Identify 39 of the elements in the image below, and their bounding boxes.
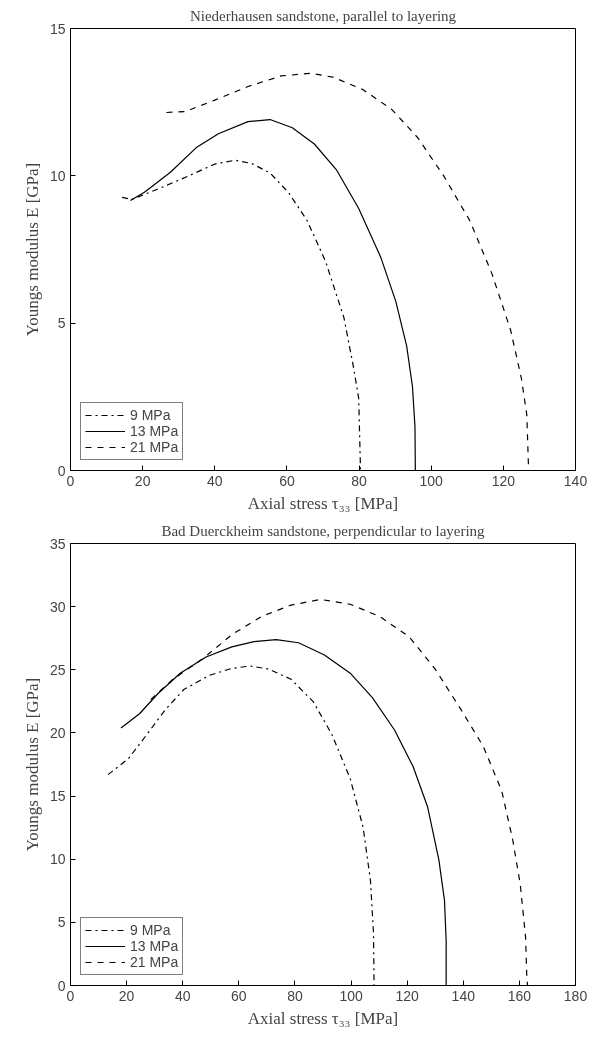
x-tick-label: 80 — [287, 987, 303, 1004]
y-tick-label: 10 — [49, 851, 66, 868]
y-tick-label: 15 — [49, 788, 66, 805]
legend-label: 21 MPa — [130, 439, 179, 455]
legend-label: 13 MPa — [130, 938, 179, 954]
y-tick-label: 10 — [49, 167, 66, 184]
y-tick-label: 30 — [49, 598, 66, 615]
x-tick-label: 20 — [118, 987, 135, 1004]
legend-label: 13 MPa — [130, 423, 179, 439]
y-tick-label: 5 — [57, 914, 66, 931]
chart-title: Bad Duerckheim sandstone, perpendicular to layering — [161, 522, 486, 539]
x-tick-label: 40 — [207, 472, 223, 489]
y-tick-label: 25 — [49, 661, 66, 678]
x-tick-label: 160 — [507, 987, 532, 1004]
x-tick-label: 140 — [563, 472, 588, 489]
x-axis-title: Axial stress τ₃₃ [MPa] — [247, 493, 399, 513]
y-tick-label: 35 — [49, 535, 66, 552]
x-tick-label: 120 — [491, 472, 516, 489]
x-tick-label: 120 — [395, 987, 420, 1004]
legend-label: 9 MPa — [130, 922, 171, 938]
x-tick-label: 100 — [419, 472, 444, 489]
x-tick-label: 60 — [231, 987, 247, 1004]
x-tick-label: 140 — [451, 987, 476, 1004]
x-tick-label: 100 — [339, 987, 363, 1004]
line-series — [107, 665, 375, 986]
x-tick-label: 80 — [351, 472, 368, 489]
legend-label: 21 MPa — [130, 954, 179, 970]
legend-label: 9 MPa — [130, 407, 171, 423]
y-tick-label: 5 — [57, 315, 66, 332]
x-axis-title: Axial stress τ₃₃ [MPa] — [247, 1008, 399, 1028]
x-tick-label: 20 — [134, 472, 151, 489]
y-tick-label: 15 — [49, 20, 66, 37]
x-tick-label: 180 — [563, 987, 588, 1004]
x-tick-label: 60 — [279, 472, 295, 489]
y-tick-label: 20 — [49, 724, 66, 741]
x-tick-label: 40 — [174, 987, 191, 1004]
y-axis-title: Youngs modulus E [GPa] — [22, 162, 42, 337]
chart-title: Niederhausen sandstone, parallel to layering — [189, 7, 457, 24]
y-axis-title: Youngs modulus E [GPa] — [22, 677, 42, 852]
